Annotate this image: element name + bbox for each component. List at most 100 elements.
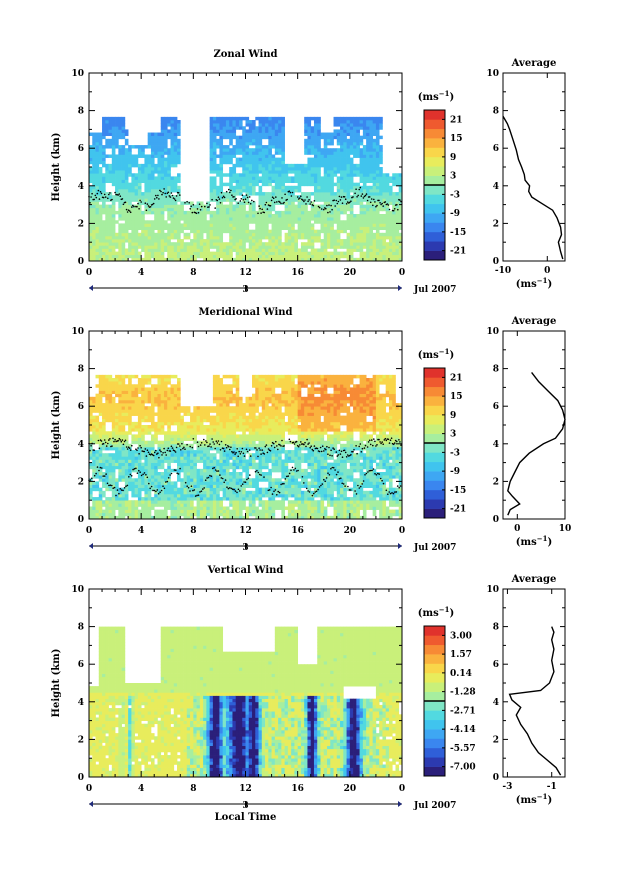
heatmap-cell (216, 236, 220, 239)
heatmap-cell (307, 192, 311, 195)
heatmap-cell (115, 186, 119, 189)
heatmap-cell (105, 466, 109, 469)
heatmap-cell (301, 208, 305, 211)
heatmap-cell (154, 438, 158, 441)
heatmap-cell (369, 167, 373, 170)
heatmap-cell (115, 129, 119, 132)
heatmap-cell (259, 164, 263, 167)
heatmap-cell (216, 248, 220, 251)
heatmap-cell (128, 173, 132, 176)
heatmap-cell (330, 133, 334, 136)
heatmap-cell (193, 227, 197, 230)
heatmap-cell (249, 148, 253, 151)
heatmap-cell (138, 239, 142, 242)
heatmap-cell (360, 227, 364, 230)
heatmap-cell (259, 217, 263, 220)
contour-point (357, 195, 359, 197)
heatmap-cell (219, 252, 223, 255)
heatmap-cell (210, 154, 214, 157)
heatmap-cell (347, 208, 351, 211)
heatmap-cell (219, 161, 223, 164)
heatmap-cell (164, 133, 168, 136)
heatmap-cell (164, 494, 168, 497)
heatmap-cell (301, 255, 305, 258)
heatmap-cell (151, 419, 155, 422)
heatmap-cell (161, 466, 165, 469)
heatmap-cell (157, 148, 161, 151)
heatmap-cell (386, 245, 390, 248)
heatmap-cell (343, 151, 347, 154)
heatmap-cell (311, 208, 315, 211)
heatmap-cell (239, 120, 243, 123)
heatmap-cell (180, 230, 184, 233)
heatmap-cell (89, 453, 93, 456)
heatmap-cell (92, 255, 96, 258)
heatmap-cell (301, 227, 305, 230)
contour-point (119, 193, 121, 195)
heatmap-cell (255, 161, 259, 164)
heatmap-cell (161, 242, 165, 245)
heatmap-cell (177, 176, 181, 179)
heatmap-cell (96, 375, 100, 378)
heatmap-cell (363, 154, 367, 157)
heatmap-cell (131, 239, 135, 242)
heatmap-cell (314, 233, 318, 236)
heatmap-cell (232, 133, 236, 136)
heatmap-cell (148, 394, 152, 397)
heatmap-cell (347, 167, 351, 170)
heatmap-cell (122, 422, 126, 425)
heatmap-cell (281, 164, 285, 167)
colorbar-tick-label: 3 (450, 172, 456, 182)
heatmap-cell (213, 126, 217, 129)
heatmap-cell (154, 180, 158, 183)
heatmap-cell (343, 158, 347, 161)
heatmap-cell (157, 167, 161, 170)
heatmap-cell (157, 406, 161, 409)
heatmap-cell (141, 170, 145, 173)
contour-point (214, 207, 216, 209)
heatmap-cell (265, 245, 269, 248)
heatmap-cell (206, 220, 210, 223)
heatmap-cell (285, 239, 289, 242)
heatmap-cell (167, 381, 171, 384)
heatmap-cell (210, 230, 214, 233)
heatmap-cell (99, 475, 103, 478)
heatmap-cell (275, 255, 279, 258)
heatmap-cell (317, 214, 321, 217)
heatmap-cell (366, 217, 370, 220)
heatmap-cell (177, 419, 181, 422)
contour-point (244, 201, 246, 203)
heatmap-cell (190, 217, 194, 220)
heatmap-cell (334, 195, 338, 198)
heatmap-cell (392, 230, 396, 233)
heatmap-cell (157, 391, 161, 394)
heatmap-cell (167, 444, 171, 447)
heatmap-cell (395, 173, 399, 176)
heatmap-cell (125, 397, 129, 400)
heatmap-cell (356, 123, 360, 126)
heatmap-cell (128, 481, 132, 484)
heatmap-cell (252, 239, 256, 242)
heatmap-cell (105, 391, 109, 394)
heatmap-cell (347, 236, 351, 239)
heatmap-cell (128, 391, 132, 394)
heatmap-cell (167, 500, 171, 503)
heatmap-cell (96, 208, 100, 211)
heatmap-cell (343, 220, 347, 223)
contour-point (246, 194, 248, 196)
heatmap-cell (327, 180, 331, 183)
heatmap-cell (226, 161, 230, 164)
heatmap-cell (278, 245, 282, 248)
heatmap-cell (138, 400, 142, 403)
heatmap-cell (340, 167, 344, 170)
heatmap-cell (92, 506, 96, 509)
heatmap-cell (115, 381, 119, 384)
heatmap-cell (99, 397, 103, 400)
heatmap-cell (236, 227, 240, 230)
heatmap-cell (281, 252, 285, 255)
heatmap-cell (89, 205, 93, 208)
heatmap-cell (366, 123, 370, 126)
heatmap-cell (141, 397, 145, 400)
heatmap-cell (154, 139, 158, 142)
heatmap-cell (324, 195, 328, 198)
